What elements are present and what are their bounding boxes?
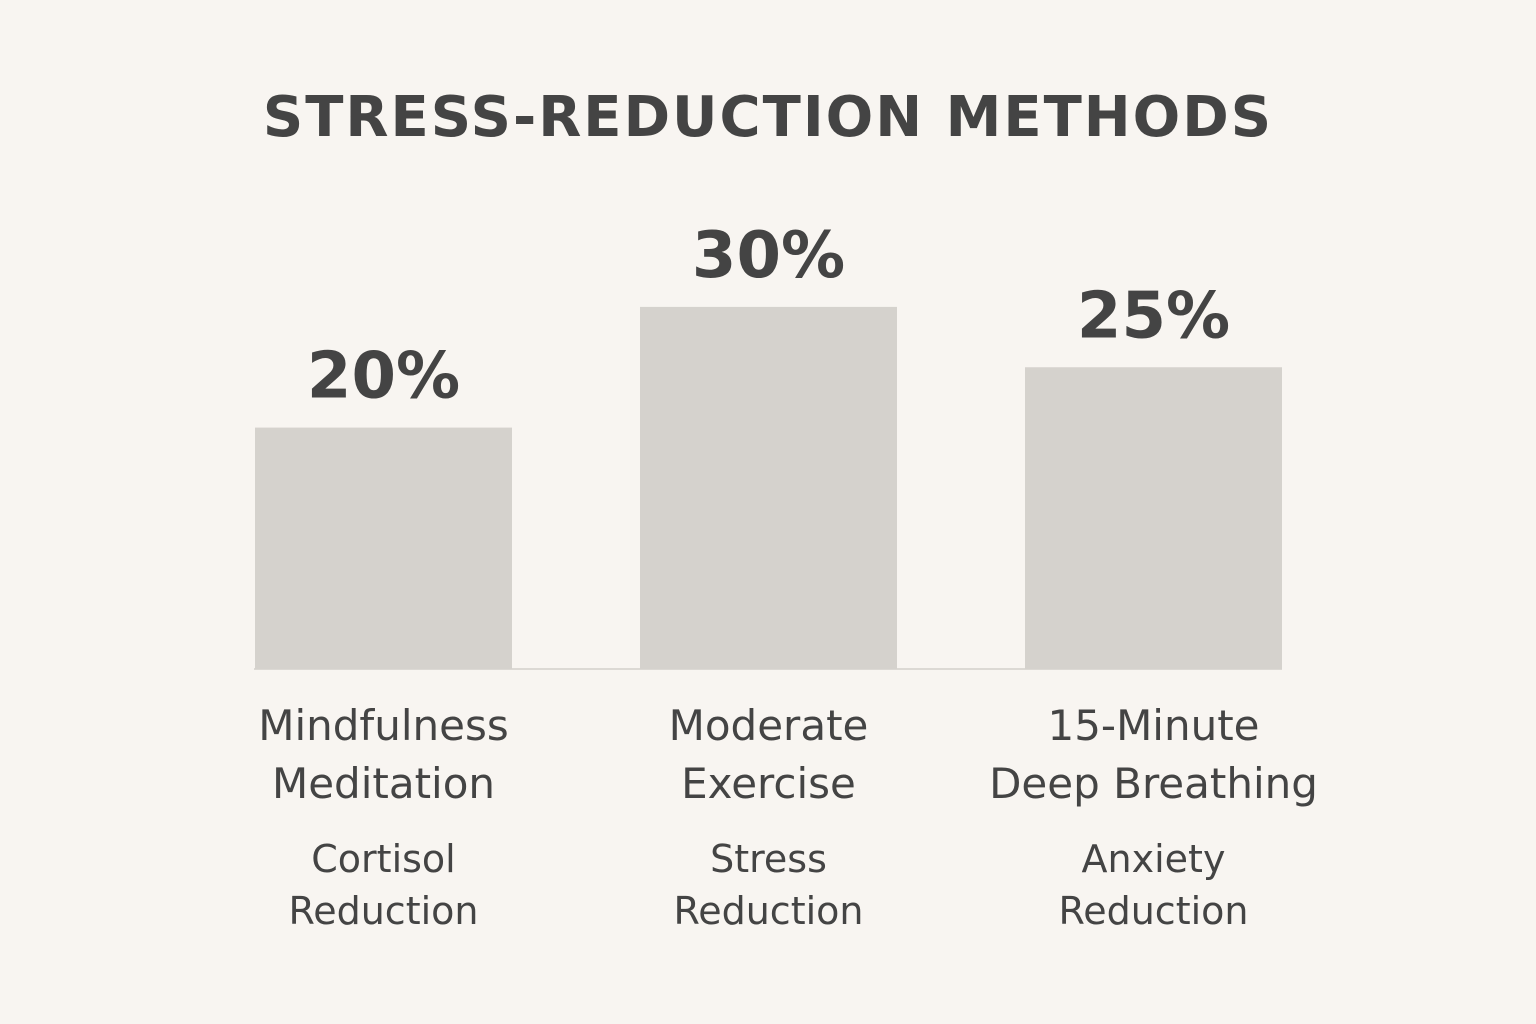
bar-2 [640,306,897,669]
sublabel-1-line-2: Reduction [289,889,479,933]
sublabel-3-line-1: Anxiety [1082,837,1226,881]
bars-group [255,306,1282,669]
sublabel-2-line-1: Stress [710,837,827,881]
category-label-3-line-1: 15-Minute [1047,701,1259,750]
labels-group: 20% Mindfulness Meditation Cortisol Reductio… [258,219,1318,933]
category-label-1-line-1: Mindfulness [258,701,508,750]
value-label-1: 20% [307,340,460,414]
value-label-2: 30% [692,219,845,293]
sublabel-1-line-1: Cortisol [311,837,455,881]
category-label-2-line-2: Exercise [681,759,856,808]
sublabel-2-line-2: Reduction [674,889,864,933]
bar-1 [255,427,512,669]
value-label-3: 25% [1077,279,1230,353]
category-label-3-line-2: Deep Breathing [989,759,1318,808]
category-label-1-line-2: Meditation [272,759,495,808]
sublabel-3-line-2: Reduction [1059,889,1249,933]
category-label-2-line-1: Moderate [669,701,869,750]
bar-3 [1025,367,1282,669]
chart-title: STRESS-REDUCTION METHODS [263,85,1273,150]
